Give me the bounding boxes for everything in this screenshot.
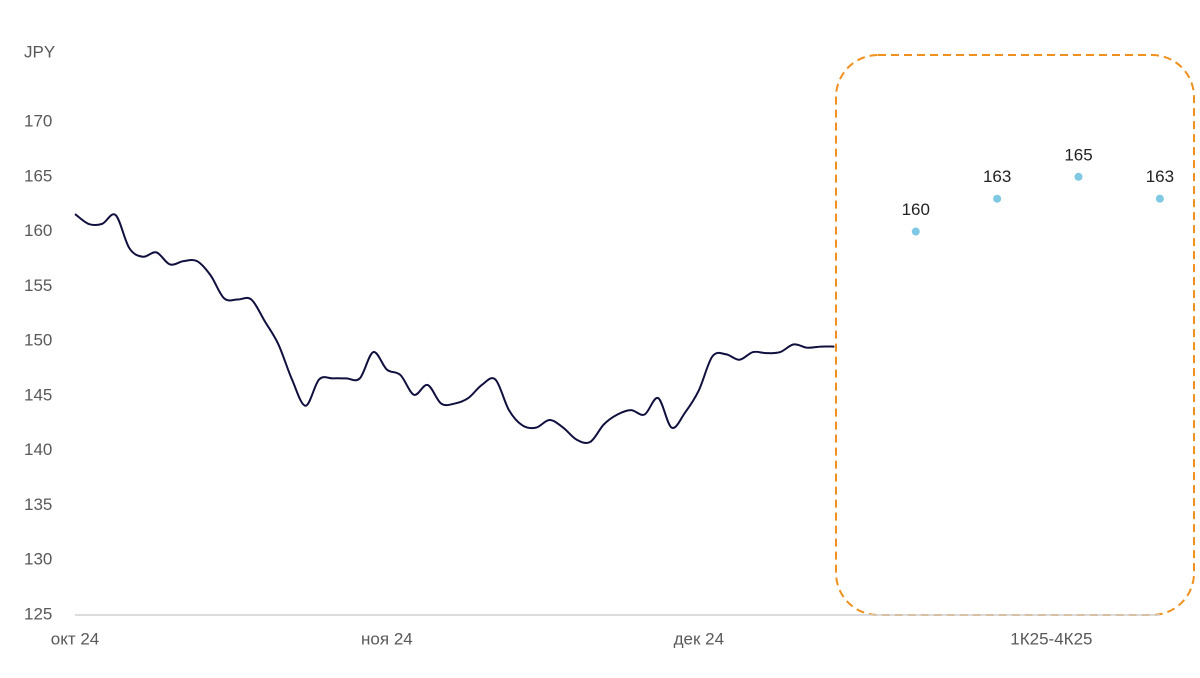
forecast-point [993, 194, 1002, 203]
y-axis-label: JPY [24, 42, 55, 61]
data-label: 163 [1146, 167, 1174, 186]
y-tick-label: 155 [24, 276, 52, 295]
data-label: 163 [983, 167, 1011, 186]
forecast-point [1074, 172, 1083, 181]
y-tick-label: 165 [24, 166, 52, 185]
forecast-box [835, 54, 1195, 616]
y-tick-label: 145 [24, 385, 52, 404]
y-tick-label: 125 [24, 604, 52, 623]
x-tick-label: 1К25-4К25 [1010, 629, 1092, 648]
x-tick-label: окт 24 [51, 629, 100, 648]
y-tick-label: 130 [24, 550, 52, 569]
forecast-point [1155, 194, 1164, 203]
data-label: 165 [1064, 145, 1092, 164]
y-tick-label: 135 [24, 495, 52, 514]
y-tick-label: 140 [24, 440, 52, 459]
rate-line [74, 213, 835, 444]
y-tick-label: 160 [24, 221, 52, 240]
x-tick-label: ноя 24 [361, 629, 413, 648]
y-tick-label: 170 [24, 111, 52, 130]
forecast-point [911, 227, 920, 236]
y-tick-label: 150 [24, 331, 52, 350]
data-label: 160 [902, 200, 930, 219]
x-tick-label: дек 24 [674, 629, 724, 648]
